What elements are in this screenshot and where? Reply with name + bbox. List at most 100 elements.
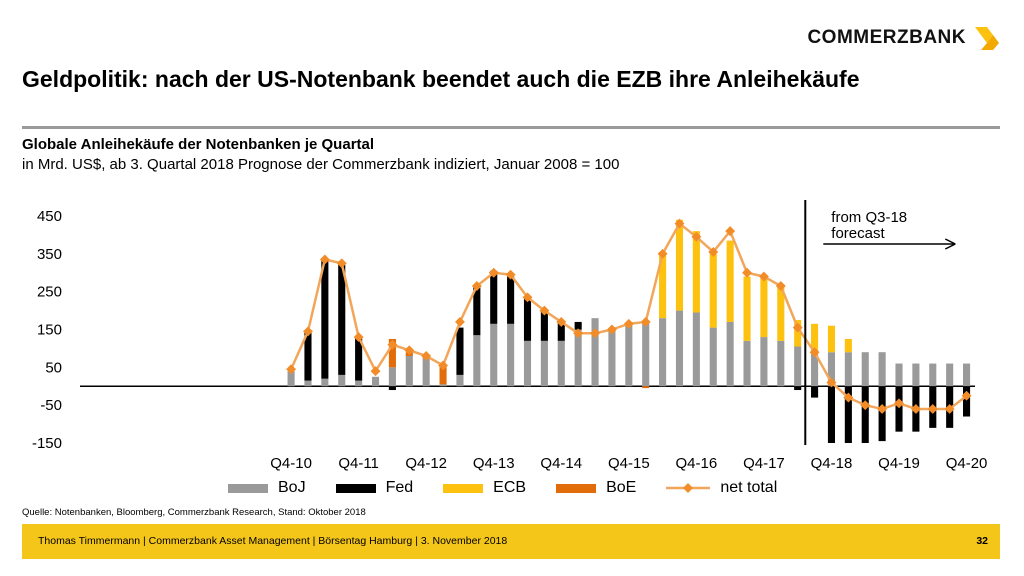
bar-fed xyxy=(523,297,532,341)
bar-boj xyxy=(675,310,684,387)
page-number: 32 xyxy=(976,535,988,547)
y-tick-label: 50 xyxy=(45,359,62,376)
bar-boj xyxy=(473,335,481,387)
chart-subtitle: in Mrd. US$, ab 3. Quartal 2018 Prognose… xyxy=(22,156,620,173)
net-total-point xyxy=(792,322,803,333)
bar-boj xyxy=(625,323,633,387)
net-total-point xyxy=(877,404,888,414)
net-total-point xyxy=(826,377,837,388)
legend-label: Fed xyxy=(385,479,414,496)
bar-fed xyxy=(338,263,346,375)
bar-ecb xyxy=(777,284,785,341)
legend-swatch xyxy=(443,483,484,493)
net-total-point xyxy=(590,328,600,339)
bar-ecb xyxy=(760,276,768,338)
bar-fed xyxy=(963,386,971,417)
forecast-arrow-head xyxy=(944,238,956,250)
bar-boj xyxy=(811,350,819,387)
bar-ecb xyxy=(675,219,684,311)
bar-boj xyxy=(709,327,717,387)
bar-boj xyxy=(912,363,920,387)
bar-ecb xyxy=(659,251,667,319)
footer-bar: Thomas Timmermann | Commerzbank Asset Ma… xyxy=(22,524,1000,559)
bar-boj xyxy=(388,367,396,387)
brand-name: COMMERZBANK xyxy=(807,27,966,48)
bar-boj xyxy=(861,352,869,387)
bar-boj xyxy=(946,363,954,387)
bar-boj xyxy=(540,340,548,387)
legend-swatch xyxy=(228,483,268,493)
bar-fed xyxy=(388,386,396,391)
bar-fed xyxy=(456,327,464,375)
legend-item: BoE xyxy=(556,479,636,497)
net-total-point xyxy=(961,390,972,401)
bar-ecb xyxy=(726,240,734,322)
bar-ecb xyxy=(692,231,700,313)
bar-boj xyxy=(523,340,532,387)
bar-boj xyxy=(878,352,886,387)
net-total-point xyxy=(910,404,921,414)
legend-item: net total xyxy=(666,479,777,497)
net-total-point xyxy=(438,360,449,371)
net-total-point xyxy=(860,400,871,411)
y-tick-label: 150 xyxy=(37,322,62,339)
brand-logo: COMMERZBANK xyxy=(807,24,1002,52)
bar-boj xyxy=(574,329,582,387)
bar-fed xyxy=(844,386,852,443)
net-total-point xyxy=(353,332,364,343)
x-tick-label: Q4-14 xyxy=(540,455,582,472)
y-tick-label: 450 xyxy=(37,208,62,225)
legend-label: ECB xyxy=(493,479,527,496)
legend-label: net total xyxy=(720,479,778,496)
forecast-annotation: from Q3-18 forecast xyxy=(831,209,907,242)
net-total-point xyxy=(894,398,904,409)
bar-boj xyxy=(827,352,836,387)
chart-title: Globale Anleihekäufe der Notenbanken je … xyxy=(22,136,375,153)
chart-legend: BoJ Fed ECB BoE net total xyxy=(228,479,807,497)
bar-boj xyxy=(895,363,903,387)
net-total-point xyxy=(708,246,719,257)
bar-fed xyxy=(895,386,903,432)
x-tick-label: Q4-15 xyxy=(608,455,650,472)
bar-boj xyxy=(456,374,464,387)
legend-item: BoJ xyxy=(228,479,306,497)
bar-boe xyxy=(642,386,650,389)
bar-boj xyxy=(743,340,751,387)
bar-fed xyxy=(811,386,819,398)
legend-line-swatch xyxy=(666,483,711,493)
net-total-point xyxy=(775,281,786,291)
bar-boj xyxy=(642,321,650,387)
bar-boj xyxy=(422,355,430,387)
bar-fed xyxy=(794,386,802,391)
bar-fed xyxy=(473,285,481,336)
bar-boj xyxy=(405,355,413,387)
bar-boj xyxy=(287,371,295,387)
bar-fed xyxy=(540,310,548,341)
bar-fed xyxy=(321,259,329,379)
bar-ecb xyxy=(794,320,802,347)
bar-fed xyxy=(827,386,836,443)
y-tick-label: 350 xyxy=(37,246,62,263)
bar-fed xyxy=(355,337,363,381)
net-total-point xyxy=(725,226,736,237)
bar-boj xyxy=(338,374,346,387)
net-total-point xyxy=(640,316,651,327)
bar-boj xyxy=(844,352,852,387)
legend-label: BoJ xyxy=(278,479,306,496)
bar-ecb xyxy=(844,338,852,353)
net-total-point xyxy=(573,328,584,339)
bar-fed xyxy=(490,270,498,324)
bar-boj xyxy=(557,340,565,387)
legend-item: ECB xyxy=(443,479,526,497)
net-total-point xyxy=(944,404,955,414)
net-total-point xyxy=(539,305,550,316)
net-total-point xyxy=(758,271,769,282)
bar-boj xyxy=(659,318,667,387)
bar-boj xyxy=(608,329,616,387)
bar-boj xyxy=(321,378,329,387)
x-tick-label: Q4-10 xyxy=(270,455,312,472)
source-note: Quelle: Notenbanken, Bloomberg, Commerzb… xyxy=(22,507,366,518)
legend-swatch xyxy=(335,483,376,493)
bar-boj xyxy=(439,384,447,387)
net-total-point xyxy=(843,392,854,403)
